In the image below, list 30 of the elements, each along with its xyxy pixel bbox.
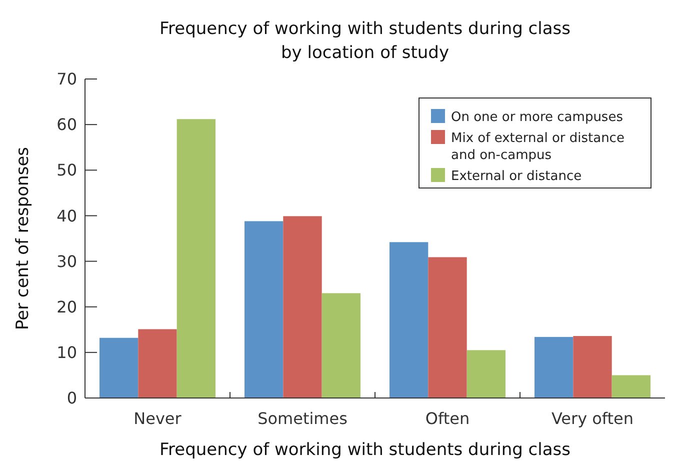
y-tick-label: 40	[56, 206, 77, 226]
bar	[390, 242, 428, 398]
y-tick-label: 20	[56, 297, 77, 316]
bar	[176, 119, 216, 398]
bar	[283, 216, 322, 398]
bar	[138, 329, 177, 398]
x-tick-label: Never	[134, 409, 182, 428]
x-tick-label: Sometimes	[258, 409, 348, 428]
bar	[573, 336, 612, 398]
legend-label: Mix of external or distance and on-campus	[451, 131, 624, 163]
x-tick-label: Often	[425, 409, 470, 428]
y-tick-label: 30	[56, 252, 77, 271]
bar	[534, 336, 574, 398]
bar	[466, 350, 506, 398]
x-axis-title: Frequency of working with students during class	[159, 440, 571, 460]
chart-title: Frequency of working with students during class by location of study	[159, 19, 571, 63]
legend-label: On one or more campuses	[451, 110, 624, 125]
y-tick-label: 10	[56, 343, 77, 362]
y-tick-label: 70	[56, 70, 77, 89]
bar	[322, 293, 360, 398]
y-tick-label: 0	[66, 388, 77, 408]
bar	[100, 338, 138, 398]
bar	[428, 257, 467, 398]
y-tick-label: 60	[56, 115, 77, 134]
legend-label: External or distance	[451, 169, 582, 184]
y-axis-title: Per cent of responses	[13, 146, 33, 330]
y-tick-label: 50	[56, 160, 77, 180]
bar	[244, 221, 284, 398]
x-tick-label: Very often	[551, 409, 634, 428]
bar	[612, 375, 650, 398]
